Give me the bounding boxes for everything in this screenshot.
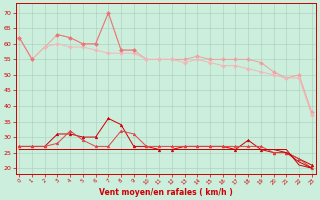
X-axis label: Vent moyen/en rafales ( km/h ): Vent moyen/en rafales ( km/h ) xyxy=(99,188,232,197)
